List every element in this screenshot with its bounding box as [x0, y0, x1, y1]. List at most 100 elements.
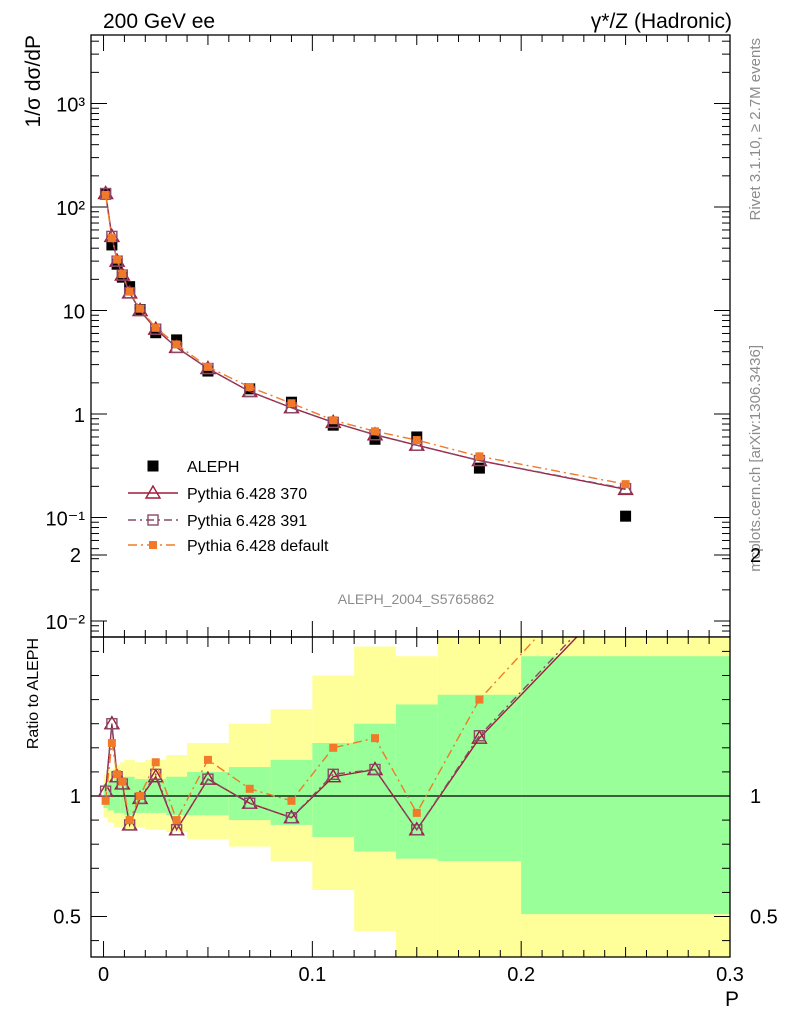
ratio-point-pdef: [203, 755, 212, 764]
main-point-pdef: [245, 383, 254, 392]
ratio-axis-ticks: 0.5 0.5 1 1 2 2 0 0.1 0.2 0.3: [53, 545, 778, 986]
ratio-x-tick-label: 0: [98, 964, 109, 986]
main-point-pdef: [101, 190, 110, 199]
ratio-point-pdef: [113, 770, 122, 779]
main-point-pdef: [151, 323, 160, 332]
ratio-point-pdef: [371, 734, 379, 743]
main-y-tick-label: 10⁻¹: [46, 509, 86, 531]
ratio-point-p391: [106, 718, 118, 730]
main-y-tick-label: 10³: [56, 95, 85, 117]
main-point-data: [106, 239, 118, 251]
main-point-pdef: [113, 255, 122, 264]
main-panel: 10⁻² 10⁻¹ 1 10 10² 10³ 1/σ dσ/dP ALEPH_2004_S…: [22, 34, 731, 638]
ratio-series-line-pdef: [104, 637, 538, 823]
legend-marker-p391: [147, 514, 159, 526]
ratio-point-pdef: [101, 796, 110, 805]
ratio-point-p370: [619, 579, 633, 591]
ratio-y-tick-label-right: 1: [750, 786, 761, 808]
ratio-point-p391: [285, 811, 298, 824]
main-point-pdef: [412, 436, 421, 445]
ratio-point-pdef: [151, 758, 160, 767]
main-point-data: [620, 510, 632, 522]
main-point-data: [111, 258, 123, 270]
main-point-pdef: [107, 234, 116, 243]
legend-label-pdef: Pythia 6.428 default: [187, 538, 329, 555]
main-point-pdef: [136, 304, 145, 313]
ratio-y-tick-label-left: 1: [70, 786, 81, 808]
ratio-point-p370: [147, 768, 164, 783]
ratio-point-p391: [411, 824, 423, 836]
ratio-point-pdef: [136, 792, 145, 800]
ratio-bands-layer: [91, 637, 730, 957]
main-y-axis-label: 1/σ dσ/dP: [22, 35, 45, 127]
main-point-pdef: [621, 480, 630, 489]
ratio-band-inner: [270, 759, 313, 825]
ratio-point-p391: [473, 730, 486, 742]
header-left-title: 200 GeV ee: [103, 10, 215, 33]
analysis-tag: ALEPH_2004_S5765862: [338, 591, 495, 607]
main-point-pdef: [172, 340, 181, 349]
ratio-point-p391: [170, 824, 183, 836]
ratio-point-p391: [621, 577, 631, 587]
ratio-panel: 0.5 0.5 1 1 2 2 0 0.1 0.2 0.3 Ratio to ALEPH P: [25, 537, 778, 1011]
ratio-y-axis-label: Ratio to ALEPH: [25, 638, 42, 749]
legend-marker-p370: [144, 484, 162, 499]
main-point-pdef: [371, 427, 379, 436]
main-series-layer: [97, 185, 634, 522]
ratio-point-pdef: [245, 784, 254, 793]
main-axis-ticks: 10⁻² 10⁻¹ 1 10 10² 10³: [46, 35, 731, 637]
main-point-data: [202, 365, 214, 377]
main-series-line-p391: [104, 193, 626, 490]
ratio-x-tick-label: 0.2: [507, 964, 535, 986]
legend-marker-data: [147, 460, 159, 472]
main-point-pdef: [329, 416, 338, 425]
ratio-y-tick-label-right: 0.5: [750, 907, 778, 929]
main-point-pdef: [203, 362, 212, 371]
ratio-band-inner: [228, 767, 271, 821]
ratio-series-layer: [97, 537, 633, 836]
main-point-p370: [617, 480, 634, 496]
ratio-series-line-p391: [104, 637, 574, 832]
rivet-label: Rivet 3.1.10, ≥ 2.7M events: [747, 38, 764, 221]
ratio-x-tick-label: 0.3: [716, 964, 744, 986]
main-point-data: [327, 419, 339, 431]
header-right-title: γ*/Z (Hadronic): [591, 10, 732, 33]
ratio-x-tick-label: 0.1: [298, 964, 326, 986]
main-point-data: [473, 462, 485, 474]
ratio-band-inner: [521, 656, 730, 915]
ratio-point-p391: [369, 763, 381, 776]
ratio-band-inner: [354, 723, 396, 852]
legend-label-p391: Pythia 6.428 391: [187, 513, 307, 530]
main-point-pdef: [125, 287, 134, 296]
main-y-tick-label: 1: [74, 405, 85, 427]
ratio-band-inner: [395, 704, 438, 859]
main-y-tick-label: 10⁻²: [46, 612, 86, 634]
ratio-point-pdef: [287, 796, 296, 805]
ratio-point-pdef: [412, 808, 421, 817]
ratio-point-p370: [325, 768, 342, 783]
main-point-pdef: [287, 399, 296, 408]
x-axis-label: P: [725, 988, 739, 1011]
ratio-y-tick-label-right: 2: [750, 545, 761, 567]
main-point-pdef: [475, 452, 484, 461]
legend-marker-pdef: [149, 541, 157, 549]
ratio-point-pdef: [329, 743, 338, 752]
ratio-point-pdef: [475, 695, 484, 704]
ratio-y-tick-label-left: 2: [70, 545, 81, 567]
ratio-band-inner: [437, 694, 522, 862]
ratio-band-inner: [312, 742, 355, 837]
main-series-line-p370: [104, 193, 626, 491]
ratio-point-p391: [202, 773, 214, 785]
ratio-point-pdef: [125, 816, 134, 825]
ratio-point-pdef: [107, 738, 116, 747]
ratio-point-pdef: [622, 537, 630, 545]
ratio-point-pdef: [118, 777, 127, 786]
main-point-data: [150, 327, 162, 339]
ratio-point-p370: [471, 729, 488, 744]
main-point-pdef: [118, 270, 127, 279]
ratio-panel-frame: [90, 636, 731, 958]
mcplots-label: mcplots.cern.ch [arXiv:1306.3436]: [747, 345, 764, 572]
main-series-line-pdef: [104, 194, 626, 485]
legend-label-p370: Pythia 6.428 370: [187, 486, 307, 503]
